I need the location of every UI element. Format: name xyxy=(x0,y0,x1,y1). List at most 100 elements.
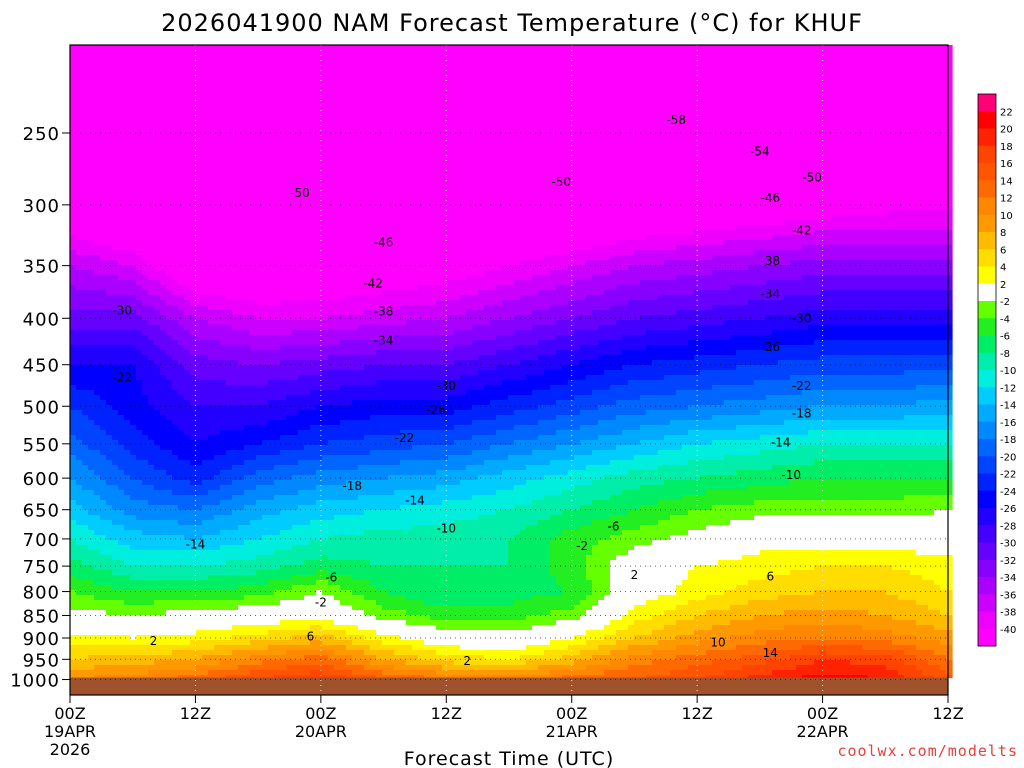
field-cell xyxy=(88,650,95,656)
field-cell xyxy=(208,315,215,321)
field-cell xyxy=(268,635,275,641)
field-cell xyxy=(274,130,281,136)
field-cell xyxy=(286,190,293,196)
field-cell xyxy=(268,395,275,401)
field-cell xyxy=(124,430,131,436)
field-cell xyxy=(208,615,215,621)
field-cell xyxy=(280,95,287,101)
field-cell xyxy=(256,345,263,351)
field-cell xyxy=(82,595,89,601)
field-cell xyxy=(232,175,239,181)
field-cell xyxy=(226,425,233,431)
field-cell xyxy=(70,470,77,476)
field-cell xyxy=(244,655,251,661)
field-cell xyxy=(130,305,137,311)
field-cell xyxy=(286,95,293,101)
field-cell xyxy=(250,90,257,96)
field-cell xyxy=(250,85,257,91)
field-cell xyxy=(274,395,281,401)
field-cell xyxy=(268,285,275,291)
field-cell xyxy=(292,510,299,516)
field-cell xyxy=(298,495,305,501)
field-cell xyxy=(124,620,131,626)
field-cell xyxy=(142,265,149,271)
field-cell xyxy=(82,165,89,171)
field-cell xyxy=(160,365,167,371)
field-cell xyxy=(118,235,125,241)
field-cell xyxy=(142,175,149,181)
field-cell xyxy=(220,190,227,196)
field-cell xyxy=(124,130,131,136)
field-cell xyxy=(274,335,281,341)
field-cell xyxy=(196,600,203,606)
field-cell xyxy=(118,660,125,666)
field-cell xyxy=(280,650,287,656)
field-cell xyxy=(196,250,203,256)
field-cell xyxy=(112,350,119,356)
field-cell xyxy=(250,230,257,236)
field-cell xyxy=(238,60,245,66)
field-cell xyxy=(202,550,209,556)
field-cell xyxy=(88,75,95,81)
field-cell xyxy=(220,290,227,296)
field-cell xyxy=(292,435,299,441)
field-cell xyxy=(202,395,209,401)
field-cell xyxy=(280,605,287,611)
field-cell xyxy=(160,555,167,561)
field-cell xyxy=(196,410,203,416)
field-cell xyxy=(172,320,179,326)
field-cell xyxy=(112,455,119,461)
field-cell xyxy=(220,625,227,631)
field-cell xyxy=(118,560,125,566)
field-cell xyxy=(244,330,251,336)
field-cell xyxy=(70,45,77,51)
field-cell xyxy=(172,625,179,631)
field-cell xyxy=(274,165,281,171)
field-cell xyxy=(88,665,95,671)
field-cell xyxy=(256,420,263,426)
field-cell xyxy=(112,430,119,436)
field-cell xyxy=(178,615,185,621)
field-cell xyxy=(244,60,251,66)
field-cell xyxy=(136,625,143,631)
field-cell xyxy=(250,385,257,391)
field-cell xyxy=(70,245,77,251)
field-cell xyxy=(250,265,257,271)
field-cell xyxy=(196,135,203,141)
field-cell xyxy=(76,605,83,611)
field-cell xyxy=(202,470,209,476)
field-cell xyxy=(286,75,293,81)
field-cell xyxy=(136,495,143,501)
field-cell xyxy=(142,645,149,651)
field-cell xyxy=(292,170,299,176)
field-cell xyxy=(154,275,161,281)
field-cell xyxy=(178,75,185,81)
field-cell xyxy=(220,195,227,201)
field-cell xyxy=(220,665,227,671)
field-cell xyxy=(196,390,203,396)
field-cell xyxy=(304,95,311,101)
field-cell xyxy=(88,115,95,121)
field-cell xyxy=(208,585,215,591)
field-cell xyxy=(292,425,299,431)
field-cell xyxy=(190,130,197,136)
field-cell xyxy=(202,650,209,656)
field-cell xyxy=(100,260,107,266)
field-cell xyxy=(148,295,155,301)
field-cell xyxy=(274,490,281,496)
field-cell xyxy=(244,600,251,606)
field-cell xyxy=(244,245,251,251)
field-cell xyxy=(178,375,185,381)
field-cell xyxy=(208,45,215,51)
field-cell xyxy=(100,160,107,166)
field-cell xyxy=(106,145,113,151)
field-cell xyxy=(274,635,281,641)
field-cell xyxy=(262,600,269,606)
field-cell xyxy=(196,655,203,661)
field-cell xyxy=(172,345,179,351)
field-cell xyxy=(124,475,131,481)
field-cell xyxy=(184,510,191,516)
field-cell xyxy=(268,45,275,51)
field-cell xyxy=(94,200,101,206)
field-cell xyxy=(214,455,221,461)
